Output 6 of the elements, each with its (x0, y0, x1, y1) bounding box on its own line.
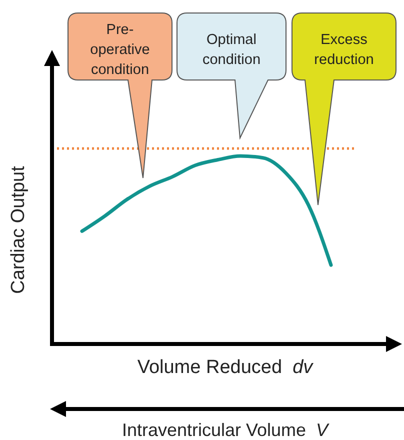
y-axis-title: Cardiac Output (8, 165, 29, 294)
text: Excess reduction (314, 32, 374, 68)
x-axis-title: Volume Reduced dv (137, 357, 314, 378)
text: Optimal condition (202, 32, 261, 68)
text: Intraventricular Volume V (122, 420, 330, 440)
text: Pre- operative condition (90, 22, 150, 78)
